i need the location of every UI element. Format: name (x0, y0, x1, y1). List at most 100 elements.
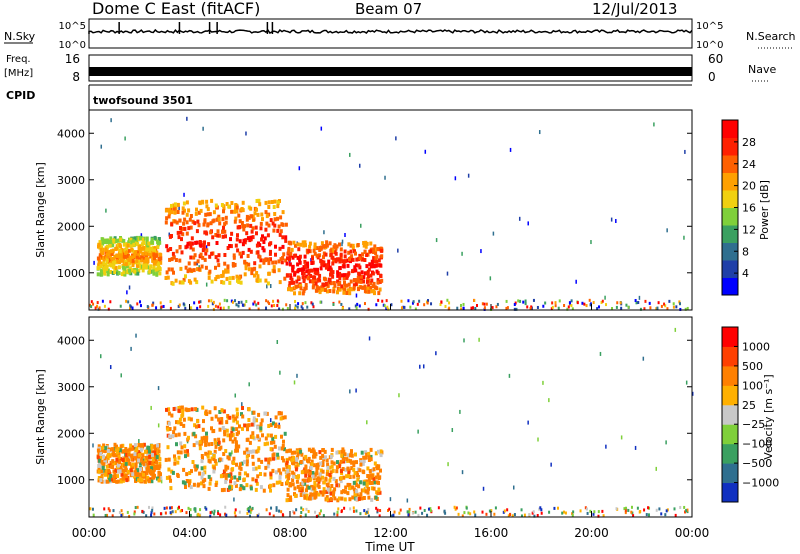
echo-cell-1 (243, 423, 247, 428)
echo-cell-1 (177, 432, 181, 437)
echo-cell-0 (123, 458, 127, 463)
echo-cell-2 (326, 482, 330, 487)
echo-cell-0 (143, 479, 147, 484)
noise-mark (626, 508, 629, 512)
echo-cell-0 (121, 458, 125, 462)
echo-cell-1 (274, 424, 278, 428)
echo-cell-2 (312, 452, 316, 457)
echo-cell-1 (229, 479, 233, 484)
echo-cell-2 (334, 251, 338, 256)
colorbar-tick-label: 24 (742, 158, 756, 171)
echo-cell-0 (119, 457, 123, 462)
echo-cell-2 (310, 492, 314, 497)
echo-cell-1 (239, 280, 243, 285)
echo-cell-0 (100, 445, 104, 450)
echo-cell-2 (352, 278, 356, 283)
noise-mark (300, 510, 303, 514)
noise-mark (423, 303, 426, 307)
speck-mark (550, 462, 552, 467)
echo-cell-2 (292, 456, 296, 460)
echo-cell-2 (329, 454, 333, 459)
echo-cell-1 (243, 450, 247, 455)
noise-mark (189, 508, 192, 512)
echo-cell-1 (185, 200, 189, 205)
echo-cell-1 (219, 474, 223, 479)
echo-cell-1 (284, 235, 288, 240)
echo-cell-2 (299, 286, 303, 291)
echo-cell-0 (123, 449, 127, 453)
echo-cell-1 (258, 278, 262, 283)
echo-cell-2 (344, 467, 348, 472)
echo-cell-0 (130, 240, 134, 245)
echo-cell-2 (309, 465, 313, 470)
echo-cell-2 (376, 491, 380, 496)
echo-cell-1 (256, 448, 260, 453)
noise-mark (474, 306, 477, 310)
noise-mark (517, 299, 520, 303)
echo-cell-1 (254, 466, 258, 471)
noise-mark (625, 506, 628, 510)
echo-cell-1 (199, 243, 203, 248)
noise-mark (385, 299, 388, 303)
echo-cell-0 (134, 479, 138, 483)
echo-cell-1 (200, 466, 204, 471)
echo-cell-2 (285, 273, 289, 278)
echo-cell-1 (233, 481, 237, 486)
noise-mark (213, 512, 216, 516)
echo-cell-1 (164, 208, 168, 213)
echo-cell-1 (223, 432, 227, 437)
echo-cell-1 (218, 457, 222, 462)
speck-mark (355, 388, 357, 393)
echo-cell-2 (338, 257, 342, 262)
echo-cell-1 (195, 280, 199, 285)
echo-cell-2 (318, 253, 322, 258)
speck-mark (92, 443, 94, 448)
echo-cell-1 (210, 426, 213, 431)
echo-cell-1 (237, 280, 241, 284)
echo-cell-1 (180, 280, 184, 285)
echo-cell-2 (296, 275, 300, 280)
echo-cell-1 (277, 268, 281, 273)
echo-cell-2 (299, 283, 303, 288)
noise-mark (443, 509, 446, 513)
noise-mark (462, 302, 465, 306)
xtick-label: 00:00 (675, 526, 710, 540)
noise-mark (679, 505, 682, 509)
echo-cell-2 (365, 264, 369, 269)
echo-cell-1 (182, 423, 186, 428)
speck-mark (509, 147, 512, 152)
echo-cell-2 (310, 261, 314, 265)
speck-mark (296, 373, 298, 378)
noise-mark (481, 302, 484, 306)
echo-cell-2 (321, 469, 325, 474)
echo-cell-0 (155, 460, 159, 465)
echo-cell-0 (105, 258, 109, 263)
echo-cell-1 (170, 210, 174, 215)
echo-cell-2 (285, 498, 289, 503)
echo-cell-1 (201, 199, 205, 204)
noise-mark (437, 506, 440, 510)
speck-mark (341, 239, 344, 244)
echo-cell-2 (336, 279, 340, 284)
echo-cell-2 (362, 279, 365, 284)
echo-cell-2 (358, 256, 362, 261)
echo-cell-1 (224, 268, 228, 273)
noise-mark (511, 514, 514, 518)
echo-cell-1 (247, 247, 251, 252)
echo-cell-1 (220, 488, 224, 493)
echo-cell-1 (167, 421, 171, 426)
noise-mark (177, 304, 180, 308)
echo-cell-2 (290, 247, 294, 252)
noise-mark (312, 305, 315, 309)
echo-cell-1 (202, 243, 206, 248)
echo-cell-2 (293, 272, 297, 277)
noise-mark (242, 303, 245, 307)
echo-cell-2 (307, 456, 311, 461)
echo-cell-0 (132, 242, 136, 247)
noise-mark (265, 306, 268, 310)
echo-cell-1 (186, 241, 190, 246)
echo-cell-1 (214, 414, 218, 419)
echo-cell-2 (334, 246, 338, 251)
echo-cell-1 (168, 257, 172, 262)
echo-cell-0 (122, 468, 125, 473)
